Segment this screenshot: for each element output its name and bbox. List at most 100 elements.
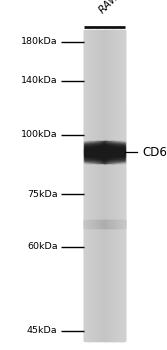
Bar	[84, 37, 125, 40]
Bar	[84, 156, 125, 157]
Bar	[84, 160, 125, 161]
Bar	[84, 183, 125, 186]
Bar	[84, 48, 125, 50]
Bar	[103, 220, 104, 228]
Bar	[94, 220, 95, 228]
Bar	[84, 220, 85, 228]
Bar	[120, 220, 121, 228]
Bar	[84, 40, 125, 43]
Bar	[84, 294, 125, 297]
Bar	[103, 141, 104, 163]
Bar	[84, 154, 125, 155]
Bar	[84, 279, 125, 281]
Bar	[84, 161, 125, 162]
Bar	[119, 220, 120, 228]
Bar	[84, 338, 125, 341]
Bar	[86, 141, 87, 163]
Bar	[91, 30, 92, 341]
Bar	[104, 141, 105, 163]
Bar	[122, 220, 123, 228]
Bar	[84, 110, 125, 113]
Bar	[91, 141, 92, 163]
Bar	[115, 220, 116, 228]
Bar	[114, 30, 115, 341]
Bar	[121, 220, 122, 228]
Bar	[84, 141, 125, 144]
Bar	[84, 148, 125, 149]
Bar	[120, 30, 121, 341]
Bar	[89, 220, 90, 228]
Bar	[97, 220, 98, 228]
Bar	[84, 326, 125, 328]
Bar	[84, 141, 125, 142]
Bar	[114, 30, 115, 341]
Bar	[85, 30, 86, 341]
Bar	[84, 149, 125, 152]
Bar	[115, 30, 116, 341]
Bar	[84, 74, 125, 77]
Bar	[118, 220, 119, 228]
Bar	[84, 156, 125, 160]
Bar	[102, 30, 103, 341]
Bar	[84, 136, 125, 139]
Bar	[84, 146, 125, 147]
Bar	[108, 220, 109, 228]
Bar	[84, 234, 125, 237]
Bar	[86, 220, 87, 228]
Bar	[84, 144, 125, 145]
Bar	[92, 220, 93, 228]
Bar	[89, 141, 90, 163]
Bar	[84, 107, 125, 110]
Bar	[121, 141, 122, 163]
Bar	[100, 30, 101, 341]
Bar	[84, 222, 125, 224]
Bar	[103, 220, 104, 228]
Bar	[84, 336, 125, 339]
Text: 180kDa: 180kDa	[21, 37, 58, 47]
Bar	[104, 30, 105, 341]
Bar	[119, 30, 120, 341]
Bar	[112, 141, 113, 163]
Bar	[84, 79, 125, 82]
Bar	[84, 323, 125, 326]
Bar	[92, 30, 93, 341]
Bar	[84, 284, 125, 287]
Bar	[88, 141, 89, 163]
Bar	[121, 30, 122, 341]
Bar	[84, 99, 125, 103]
Bar	[95, 30, 96, 341]
Bar	[97, 30, 98, 341]
Bar	[84, 147, 125, 148]
Bar	[113, 141, 114, 163]
Bar	[84, 153, 125, 154]
Bar	[84, 94, 125, 97]
Bar	[84, 229, 125, 232]
Bar	[84, 155, 125, 156]
Bar	[84, 153, 125, 154]
Bar	[99, 30, 100, 341]
Bar	[84, 164, 125, 167]
Bar	[84, 112, 125, 116]
Bar	[84, 61, 125, 63]
Bar	[110, 30, 111, 341]
Bar	[84, 141, 125, 142]
Bar	[84, 153, 125, 154]
Bar	[105, 141, 106, 163]
Bar	[114, 220, 115, 228]
Bar	[87, 220, 88, 228]
Bar	[121, 30, 122, 341]
Bar	[84, 158, 125, 159]
Bar	[98, 141, 99, 163]
Bar	[84, 152, 125, 153]
Bar	[109, 30, 110, 341]
Bar	[109, 220, 110, 228]
Bar	[84, 118, 125, 121]
Bar	[84, 157, 125, 158]
Bar	[95, 220, 96, 228]
Bar	[105, 220, 106, 228]
Bar	[84, 156, 125, 157]
Bar	[84, 330, 125, 334]
Bar	[84, 162, 125, 163]
Bar	[84, 289, 125, 292]
Bar	[111, 220, 112, 228]
